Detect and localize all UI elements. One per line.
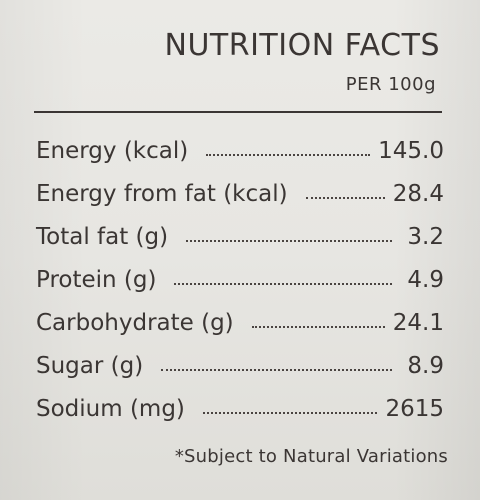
nutrient-row-total-fat: Total fat (g) 3.2 [36,224,444,267]
nutrient-list: Energy (kcal) 145.0 Energy from fat (kca… [36,138,444,439]
dot-leader [202,394,378,414]
nutrient-name: Sodium (mg) [36,396,185,422]
nutrient-row-energy: Energy (kcal) 145.0 [36,138,444,181]
nutrient-row-protein: Protein (g) 4.9 [36,267,444,310]
nutrient-value: 3.2 [407,224,444,250]
nutrient-name: Energy from fat (kcal) [36,181,288,207]
nutrient-value: 28.4 [392,181,444,207]
nutrient-name: Sugar (g) [36,353,144,379]
nutrient-name: Energy (kcal) [36,138,189,164]
nutrient-value: 8.9 [407,353,444,379]
nutrient-name: Protein (g) [36,267,157,293]
nutrient-row-sugar: Sugar (g) 8.9 [36,353,444,396]
nutrient-row-carbohydrate: Carbohydrate (g) 24.1 [36,310,444,353]
footnote: *Subject to Natural Variations [174,446,448,467]
dot-leader [161,351,392,371]
nutrient-value: 2615 [385,396,444,422]
dot-leader [186,222,392,242]
nutrient-value: 24.1 [392,310,444,336]
nutrient-name: Carbohydrate (g) [36,310,234,336]
nutrition-title: NUTRITION FACTS [164,28,440,63]
nutrient-row-sodium: Sodium (mg) 2615 [36,396,444,439]
dot-leader [206,136,371,156]
serving-basis: PER 100g [345,74,436,95]
nutrient-value: 145.0 [378,138,444,164]
dot-leader [305,179,385,199]
nutrient-row-energy-from-fat: Energy from fat (kcal) 28.4 [36,181,444,224]
header-divider [34,111,442,113]
dot-leader [251,308,385,328]
nutrient-name: Total fat (g) [36,224,169,250]
dot-leader [174,265,392,285]
nutrient-value: 4.9 [407,267,444,293]
